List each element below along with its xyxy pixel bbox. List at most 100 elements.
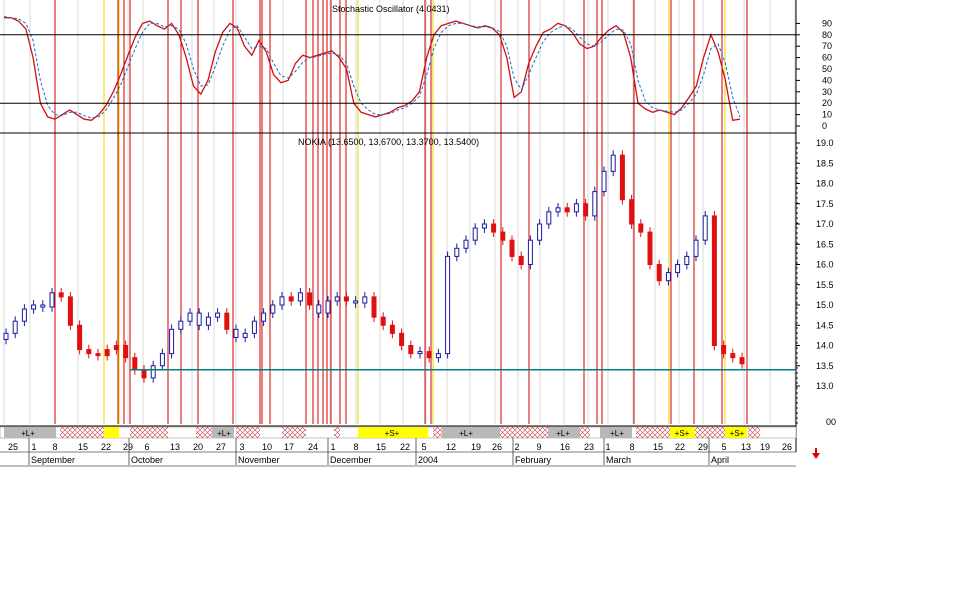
date-tick-label: 24 bbox=[308, 442, 318, 452]
month-label: September bbox=[31, 455, 75, 465]
signal-band-label: +L+ bbox=[459, 429, 473, 438]
candle-body bbox=[693, 239, 699, 257]
candle-body bbox=[454, 247, 460, 257]
signal-band-label: +L+ bbox=[610, 429, 624, 438]
price-tick-label: 14.5 bbox=[816, 320, 834, 330]
axes: 010203040506070809013.013.514.014.515.01… bbox=[0, 0, 834, 452]
candle-body bbox=[31, 304, 37, 310]
candle-body bbox=[638, 223, 644, 233]
date-tick-label: 1 bbox=[31, 442, 36, 452]
stoch-tick-label: 90 bbox=[822, 18, 832, 28]
price-tick-label: 13.5 bbox=[816, 361, 834, 371]
signal-band-label: +S+ bbox=[675, 429, 690, 438]
candle-body bbox=[270, 304, 276, 314]
stoch-tick-label: 20 bbox=[822, 98, 832, 108]
date-tick-label: 6 bbox=[144, 442, 149, 452]
candle-body bbox=[564, 207, 570, 213]
candle-body bbox=[629, 199, 635, 225]
volume-label: 00 bbox=[826, 417, 836, 427]
stoch-tick-label: 80 bbox=[822, 30, 832, 40]
candle-body bbox=[472, 227, 478, 241]
signal-band bbox=[548, 427, 580, 438]
hatched-band bbox=[130, 427, 168, 438]
date-tick-label: 26 bbox=[782, 442, 792, 452]
candle-body bbox=[132, 357, 138, 371]
date-tick-label: 9 bbox=[536, 442, 541, 452]
candle-body bbox=[417, 351, 423, 355]
candle-body bbox=[242, 332, 248, 338]
candle-body bbox=[537, 223, 543, 241]
stoch-tick-label: 70 bbox=[822, 41, 832, 51]
stoch-tick-label: 60 bbox=[822, 53, 832, 63]
hatched-band bbox=[196, 427, 214, 438]
stochastic-d-line bbox=[3, 16, 741, 119]
month-label: December bbox=[330, 455, 372, 465]
candle-body bbox=[113, 345, 119, 351]
price-tick-label: 17.5 bbox=[816, 199, 834, 209]
candle-body bbox=[196, 312, 202, 326]
date-tick-label: 2 bbox=[514, 442, 519, 452]
date-tick-label: 19 bbox=[471, 442, 481, 452]
candle-body bbox=[518, 255, 524, 265]
candle-body bbox=[739, 357, 745, 365]
signal-band bbox=[600, 427, 632, 438]
price-tick-label: 15.0 bbox=[816, 300, 834, 310]
date-tick-label: 22 bbox=[400, 442, 410, 452]
date-tick-label: 23 bbox=[584, 442, 594, 452]
date-tick-label: 20 bbox=[193, 442, 203, 452]
hatched-band bbox=[500, 427, 548, 438]
candle-body bbox=[583, 203, 589, 217]
price-tick-label: 14.0 bbox=[816, 341, 834, 351]
candle-body bbox=[555, 207, 561, 213]
price-tick-label: 18.0 bbox=[816, 179, 834, 189]
month-label: February bbox=[515, 455, 552, 465]
hatched-band bbox=[695, 427, 725, 438]
candle-body bbox=[297, 292, 303, 302]
signal-band-label: +L+ bbox=[556, 429, 570, 438]
candle-body bbox=[408, 345, 414, 355]
down-arrow-icon[interactable] bbox=[812, 448, 820, 459]
candle-body bbox=[123, 345, 129, 359]
candle-body bbox=[21, 308, 27, 322]
candle-body bbox=[58, 292, 64, 298]
date-tick-label: 5 bbox=[421, 442, 426, 452]
candle-body bbox=[12, 320, 18, 334]
candle-body bbox=[527, 239, 533, 265]
stochastic-panel: Stochastic Oscillator (4.0431) bbox=[3, 4, 741, 122]
month-label: October bbox=[131, 455, 163, 465]
signal-band bbox=[442, 427, 500, 438]
signal-bands: +L+ +L+ +S+ +L+ +L+ +L+ +S+ +S+ bbox=[0, 426, 797, 439]
candle-body bbox=[601, 170, 607, 193]
hatched-band bbox=[236, 427, 260, 438]
candle-body bbox=[316, 304, 322, 314]
candle-body bbox=[205, 316, 211, 326]
date-tick-label: 29 bbox=[123, 442, 133, 452]
date-tick-label: 13 bbox=[741, 442, 751, 452]
hatched-band bbox=[636, 427, 670, 438]
date-tick-label: 27 bbox=[216, 442, 226, 452]
candle-body bbox=[481, 223, 487, 229]
date-tick-label: 15 bbox=[78, 442, 88, 452]
date-tick-label: 1 bbox=[605, 442, 610, 452]
candle-body bbox=[187, 312, 193, 322]
candle-body bbox=[435, 353, 441, 359]
price-tick-label: 15.5 bbox=[816, 280, 834, 290]
candle-body bbox=[592, 191, 598, 217]
month-label: 2004 bbox=[418, 455, 438, 465]
candle-body bbox=[362, 296, 368, 304]
date-tick-label: 19 bbox=[760, 442, 770, 452]
stoch-tick-label: 30 bbox=[822, 87, 832, 97]
date-tick-label: 15 bbox=[376, 442, 386, 452]
signal-band-label: +S+ bbox=[730, 429, 745, 438]
candle-body bbox=[711, 215, 717, 346]
signal-band bbox=[725, 427, 747, 438]
candle-body bbox=[675, 264, 681, 274]
date-tick-label: 8 bbox=[52, 442, 57, 452]
price-title: NOKIA (13.6500, 13.6700, 13.3700, 13.540… bbox=[298, 137, 479, 147]
candle-body bbox=[261, 312, 267, 322]
stoch-tick-label: 50 bbox=[822, 64, 832, 74]
date-axis: 25 1 8 15 22 29 6 13 20 27 3 10 17 24 1 8 15 22 5 12 19 26 2 9 1… bbox=[0, 438, 796, 467]
candle-body bbox=[49, 292, 55, 308]
signal-band-label: +L+ bbox=[21, 429, 35, 438]
